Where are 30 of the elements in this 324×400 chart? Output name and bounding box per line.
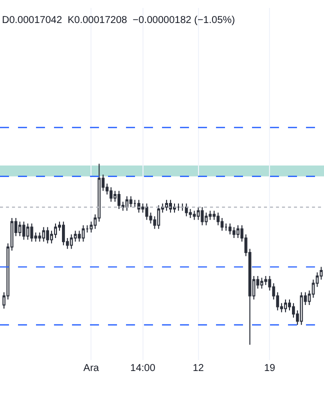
candlestick	[184, 203, 188, 217]
candlestick	[62, 221, 65, 246]
candlestick	[125, 196, 128, 212]
candlestick	[129, 196, 132, 208]
candlestick	[260, 277, 264, 290]
candlestick	[18, 221, 22, 237]
candlestick	[46, 226, 50, 244]
candlestick	[165, 199, 168, 212]
candlestick	[284, 299, 287, 313]
candlestick	[200, 206, 204, 226]
candlestick	[118, 190, 120, 210]
text: D0.00017042 K0.00017208 −0.00000182 (−1.05%)	[2, 15, 235, 26]
x-tick-label: 12	[192, 363, 204, 374]
candlestick	[192, 210, 196, 220]
candlestick	[82, 224, 85, 242]
candlestick	[22, 221, 26, 240]
candlestick	[236, 224, 240, 238]
candlestick	[232, 226, 236, 238]
x-tick-label: Ara	[83, 363, 100, 374]
candlestick	[30, 222, 34, 242]
candlestick	[176, 203, 180, 212]
candlestick	[110, 186, 113, 202]
candlestick	[26, 222, 30, 240]
x-tick-label: 14:00	[130, 363, 156, 374]
candlestick	[300, 292, 303, 326]
candlestick	[157, 204, 160, 230]
candlestick	[70, 234, 73, 250]
candlestick	[228, 222, 232, 235]
candlestick	[42, 226, 46, 242]
x-tick-label: 19	[264, 363, 276, 374]
